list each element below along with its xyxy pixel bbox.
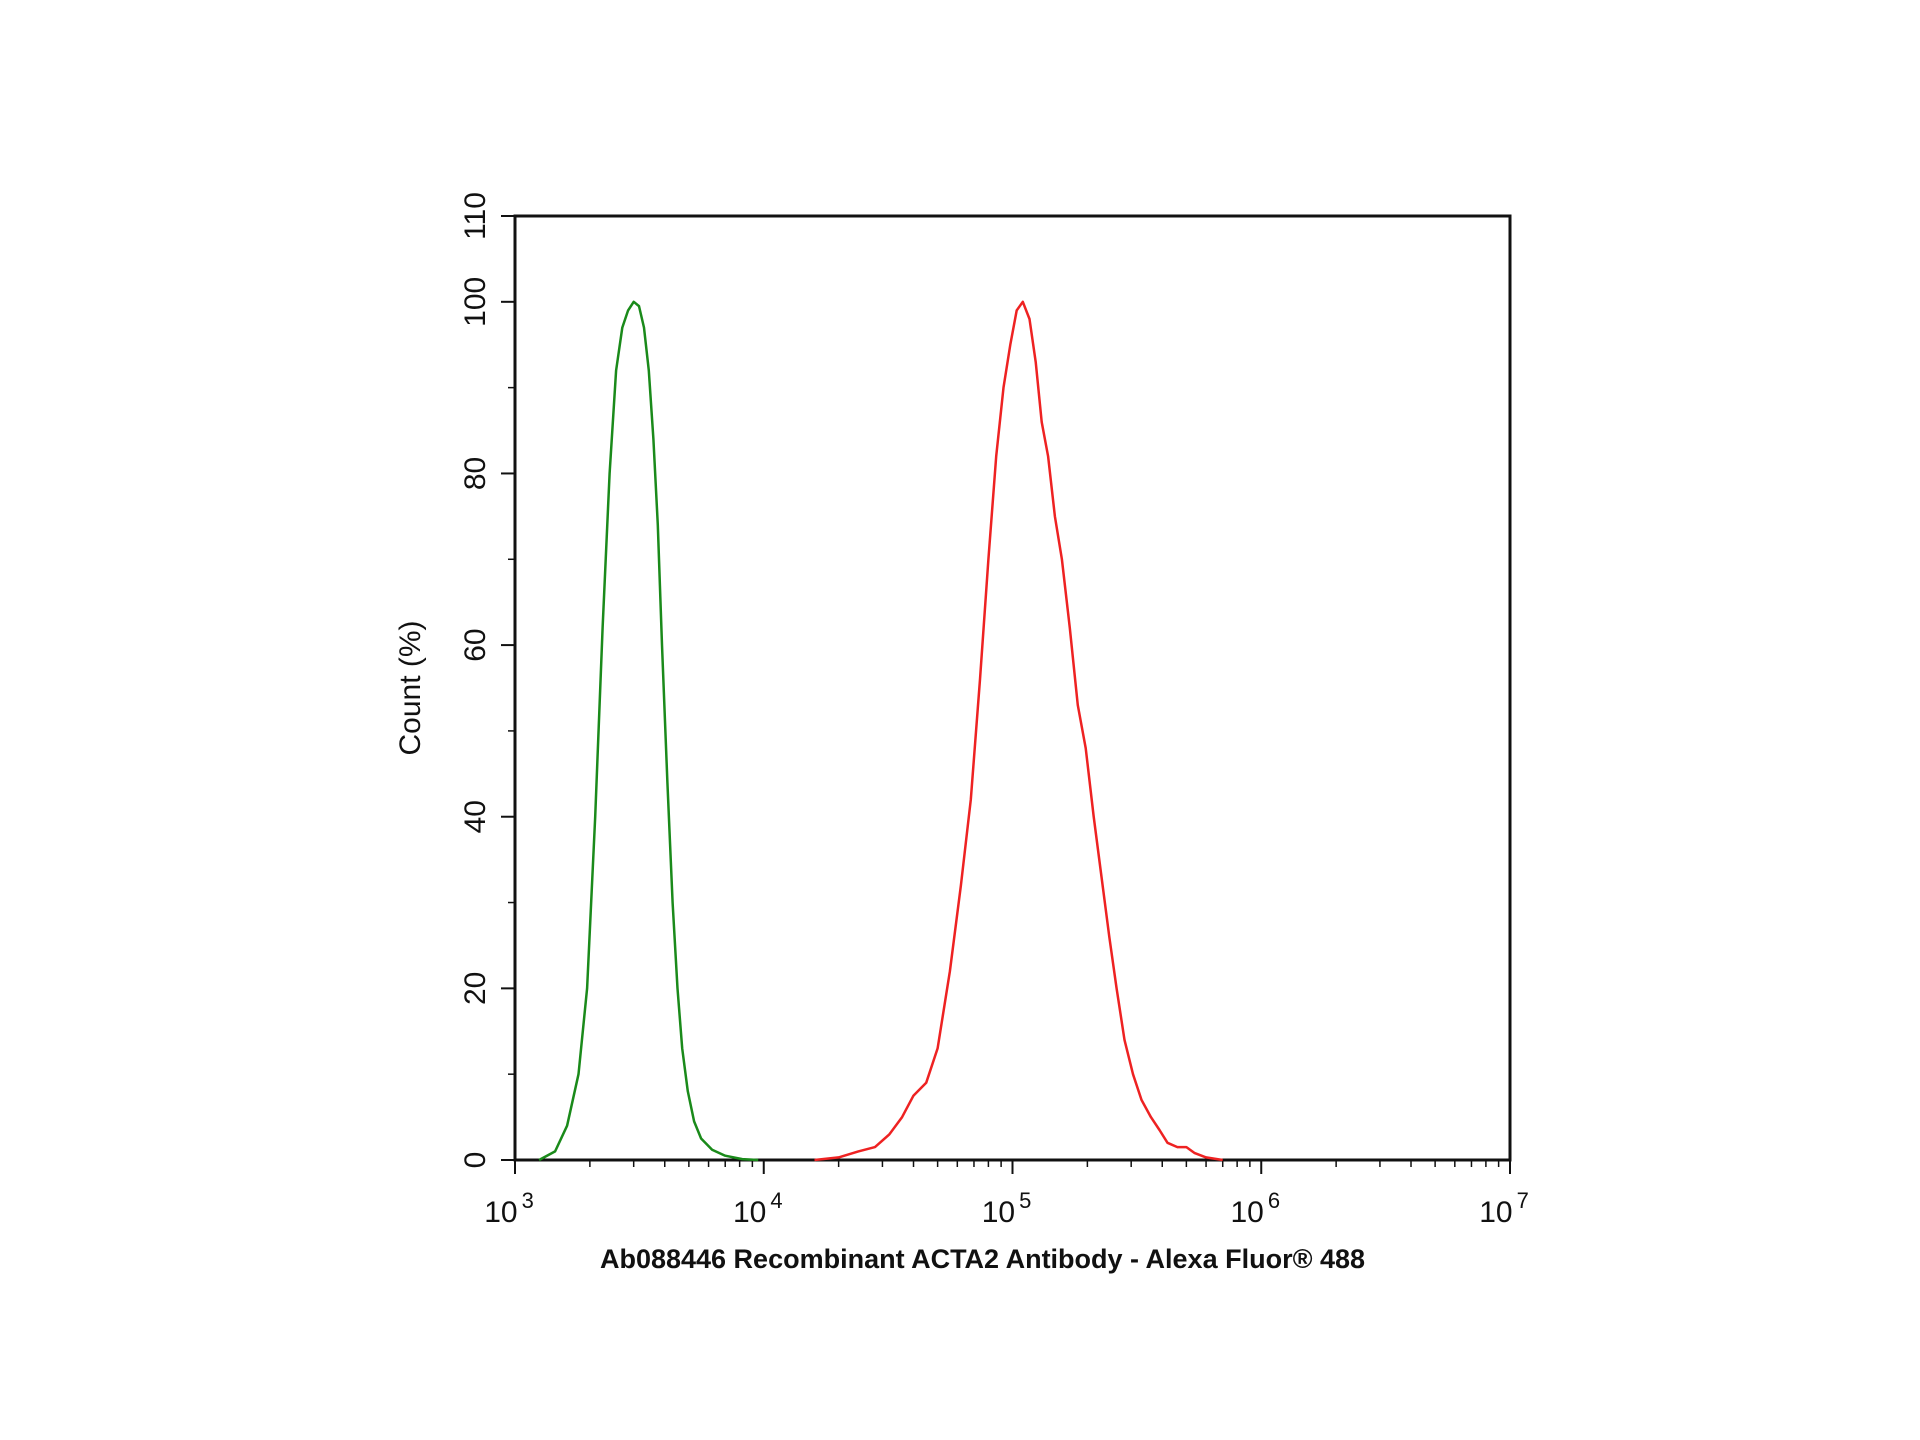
y-tick-label: 40 xyxy=(459,800,492,833)
y-tick-label: 60 xyxy=(459,628,492,661)
x-axis-label: Ab088446 Recombinant ACTA2 Antibody - Al… xyxy=(600,1244,1365,1274)
series-line-2 xyxy=(814,300,1223,1162)
x-tick-label: 10 5 xyxy=(982,1188,1032,1229)
series-layer xyxy=(538,300,1223,1162)
x-tick-label: 10 6 xyxy=(1230,1188,1280,1229)
y-tick-label: 110 xyxy=(459,192,492,240)
y-tick-label: 100 xyxy=(459,277,492,327)
y-tick-label: 0 xyxy=(459,1152,492,1169)
x-axis-ticks: 10 3 10 4 10 5 10 6 10 7 xyxy=(484,1160,1529,1229)
y-axis-ticks: 0 20 40 60 80 100 110 xyxy=(459,192,515,1168)
x-tick-label: 10 3 xyxy=(484,1188,534,1229)
series-line-1 xyxy=(538,300,759,1162)
y-tick-label: 80 xyxy=(459,457,492,490)
y-tick-label: 20 xyxy=(459,972,492,1005)
y-axis-label: Count (%) xyxy=(394,620,427,755)
x-tick-label: 10 7 xyxy=(1479,1188,1529,1229)
x-tick-label: 10 4 xyxy=(733,1188,783,1229)
